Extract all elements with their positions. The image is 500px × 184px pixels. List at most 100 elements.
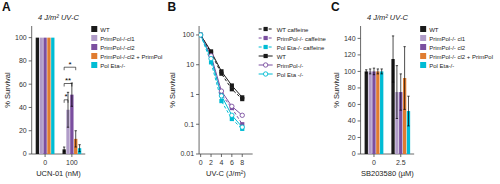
legend: WT caffeinePrimPol-/- caffeinePol Eta-/-… (259, 27, 327, 78)
legend-marker (264, 36, 268, 40)
error-bar (400, 74, 402, 110)
y-tick-label: 80 (19, 57, 27, 64)
y-tick-label: 20 (348, 134, 356, 141)
y-axis-label: % Survival (332, 72, 341, 108)
x-tick-label: 0 (372, 159, 376, 166)
error-bar (63, 147, 65, 152)
data-point (219, 99, 223, 103)
legend-swatch (420, 35, 426, 41)
data-point (219, 94, 223, 98)
y-tick (196, 34, 199, 35)
data-point (230, 104, 234, 108)
x-tick (200, 154, 201, 157)
data-point (199, 33, 203, 37)
bar (368, 71, 371, 154)
y-tick (358, 71, 361, 72)
data-point (199, 33, 203, 37)
y-tick (29, 130, 32, 131)
legend-label: PrimPol-/- caffeine (277, 36, 327, 42)
legend-label: PrimPol-/-cl1 (100, 36, 135, 42)
legend-label: Pol Eta-/- (100, 63, 125, 69)
series-line (201, 35, 243, 97)
x-tick (242, 154, 243, 157)
y-axis-line (199, 26, 200, 154)
error-bar (403, 47, 405, 110)
x-tick-label: 0 (199, 159, 203, 166)
x-tick (373, 154, 374, 157)
x-tick (400, 154, 401, 157)
data-point (199, 33, 203, 37)
y-tick (196, 94, 199, 95)
x-tick (231, 154, 232, 157)
significance-label: ** (65, 76, 71, 85)
y-axis-label: % Survival (168, 72, 177, 108)
y-tick (29, 60, 32, 61)
data-point (209, 49, 213, 53)
x-tick-label: 8 (240, 159, 244, 166)
plot-marks (36, 38, 82, 154)
legend-label: PrimPol-/- cl2 (429, 45, 466, 51)
y-axis-line (31, 26, 32, 154)
legend-swatch (420, 26, 426, 32)
bar (376, 71, 379, 154)
y-tick-label: 40 (348, 117, 356, 124)
significance-label: * (65, 92, 68, 101)
legend-swatch (420, 44, 426, 50)
legend: WTPrimPol-/- cl1PrimPol-/- cl2PrimPol-/-… (420, 26, 493, 69)
bar (43, 38, 46, 154)
chart-container: WTPrimPol-/-cl1PrimPol-/-cl2PrimPol-/-cl… (0, 0, 500, 184)
error-bar (75, 131, 77, 147)
data-point (240, 113, 244, 117)
y-tick-label: 80 (348, 84, 356, 91)
legend-label: WT (277, 54, 287, 60)
legend-marker (264, 45, 268, 49)
error-bar (381, 69, 383, 74)
data-point (209, 56, 213, 60)
legend-swatch (91, 26, 97, 32)
y-tick-label: 0 (352, 150, 356, 157)
significance-label: * (68, 60, 71, 69)
legend-marker (264, 27, 268, 31)
data-point (199, 33, 203, 37)
legend-marker (263, 63, 267, 67)
x-tick-label: 100 (66, 159, 78, 166)
y-tick (29, 37, 32, 38)
y-tick-label: 10 (186, 61, 194, 68)
y-tick-label: 100 (344, 68, 356, 75)
legend-swatch (91, 62, 97, 68)
y-axis-label: % Survival (3, 72, 12, 108)
x-axis-label: UV-C (J/m²) (206, 169, 246, 178)
panel: WTPrimPol-/- cl1PrimPol-/- cl2PrimPol-/-… (331, 0, 493, 178)
x-axis-line (199, 154, 253, 155)
legend-marker (263, 72, 267, 76)
legend: WTPrimPol-/-cl1PrimPol-/-cl2PrimPol-/-cl… (91, 26, 162, 69)
legend-label: PrimPol-/-cl2 (100, 45, 135, 51)
legend-swatch (91, 44, 97, 50)
y-tick-label: 100 (15, 34, 27, 41)
legend-label: Pol Eta-/- (429, 63, 454, 69)
y-tick (358, 38, 361, 39)
y-tick-label: 60 (19, 81, 27, 88)
y-tick-label: 100 (182, 31, 194, 38)
x-axis-label: SB203580 (µM) (361, 169, 414, 178)
data-point (219, 89, 223, 93)
legend-label: PrimPol-/- cl2 + PrimPol (429, 54, 493, 60)
y-tick (358, 87, 361, 88)
panel-label: B (167, 0, 176, 14)
title: 4 J/m² UV-C (367, 13, 409, 22)
legend-marker (264, 54, 268, 58)
y-tick (29, 107, 32, 108)
bar (380, 71, 383, 154)
series-line (201, 35, 243, 129)
y-tick (358, 54, 361, 55)
error-bar (373, 68, 375, 75)
x-tick (45, 154, 46, 157)
legend-swatch (420, 62, 426, 68)
panel-label: A (2, 0, 11, 14)
x-tick (211, 154, 212, 157)
x-tick-label: 4 (219, 159, 223, 166)
y-tick-label: 140 (344, 35, 356, 42)
error-bar (407, 96, 409, 126)
y-tick (358, 120, 361, 121)
y-tick (196, 154, 199, 155)
